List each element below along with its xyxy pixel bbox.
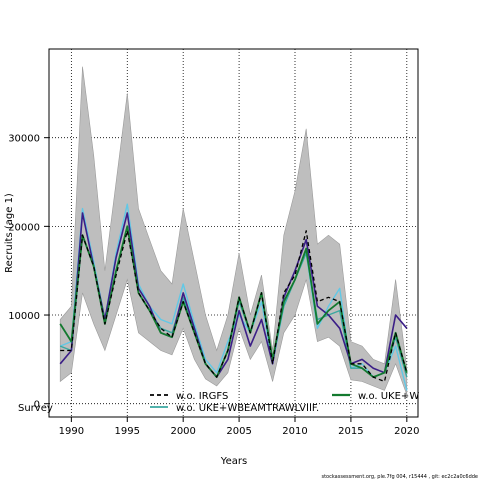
- confidence-band: [59, 66, 408, 395]
- footnote: stockassessment.org, ple.7fg 004, r15444…: [321, 474, 478, 480]
- y-tick-label: 0: [34, 400, 40, 411]
- x-axis-label: Years: [220, 456, 247, 467]
- legend-label: w.o. UKE+WBEAMTRAWLVIIF.: [176, 403, 319, 414]
- y-tick-label: 10000: [8, 311, 40, 322]
- y-tick-label: 20000: [8, 222, 40, 233]
- x-tick-label: 1995: [115, 426, 140, 437]
- x-tick-label: 2000: [170, 426, 195, 437]
- x-tick-label: 1990: [59, 426, 84, 437]
- y-axis-label: Recruits (age 1): [4, 193, 15, 273]
- legend-label: Survey: [18, 403, 53, 414]
- x-tick-label: 2005: [226, 426, 251, 437]
- x-tick-label: 2015: [338, 426, 363, 437]
- plot-frame: [48, 48, 419, 418]
- y-axis-ticks: 0 10000 20000 30000: [8, 134, 49, 411]
- x-axis-ticks: 1990 1995 2000 2005 2010 2015 2020: [59, 417, 420, 437]
- x-tick-label: 2020: [394, 426, 419, 437]
- series-lines: [59, 203, 408, 391]
- series-line: [60, 230, 408, 383]
- legend-label: w.o. IRGFS: [176, 391, 228, 402]
- x-tick-label: 2010: [282, 426, 307, 437]
- y-tick-label: 30000: [8, 134, 40, 145]
- legend-label: w.o. UKE+W: [358, 391, 419, 402]
